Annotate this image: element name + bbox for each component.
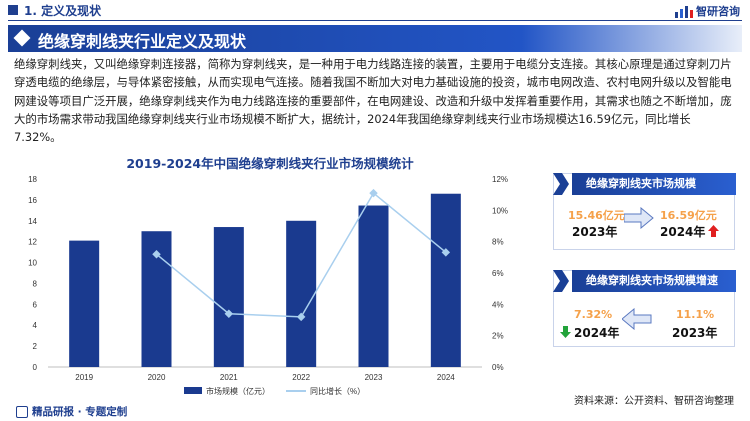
right-axis-tick-label: 6%: [492, 269, 504, 278]
left-axis-tick-label: 18: [28, 175, 37, 184]
x-axis-tick-label: 2019: [75, 373, 93, 382]
arrow-up-icon: [708, 225, 719, 237]
arrow-down-icon: [560, 326, 571, 338]
logo-text: 智研咨询: [696, 5, 740, 18]
x-axis-tick-label: 2021: [220, 373, 238, 382]
legend-bar-swatch: [184, 387, 202, 394]
market-scale-card-title: 绝缘穿刺线夹市场规模: [572, 173, 736, 195]
chart-title: 2019-2024年中国绝缘穿刺线夹行业市场规模统计: [126, 156, 414, 171]
growth-point: [152, 249, 161, 259]
scale-curr-value: 16.59亿元: [660, 209, 717, 222]
bar: [213, 227, 244, 367]
right-axis-tick-label: 10%: [492, 206, 508, 215]
right-axis-tick-label: 0%: [492, 363, 504, 372]
growth-point: [369, 188, 378, 198]
left-axis-tick-label: 6: [33, 300, 38, 309]
section-title: 1. 定义及现状: [24, 4, 102, 18]
left-axis-tick-label: 0: [33, 363, 38, 372]
growth-prev-value: 11.1%: [676, 308, 715, 321]
x-axis-tick-label: 2023: [365, 373, 383, 382]
arrow-right-icon: [624, 207, 654, 229]
growth-point: [224, 309, 234, 318]
chevron-right-icon: [553, 173, 569, 195]
scale-prev-value: 15.46亿元: [568, 209, 625, 222]
top-bar: 1. 定义及现状 智研咨询: [0, 0, 750, 22]
footer-left-text: 精品研报 · 专题定制: [32, 406, 128, 418]
left-axis-tick-label: 4: [33, 321, 38, 330]
page-title: 绝缘穿刺线夹行业定义及现状: [38, 32, 247, 51]
growth-rate-card: 绝缘穿刺线夹市场规模增速 7.32% 2024年 11.1% 2023年: [553, 270, 736, 347]
right-axis-tick-label: 12%: [492, 175, 508, 184]
bar: [286, 220, 317, 367]
growth-rate-card-title: 绝缘穿刺线夹市场规模增速: [572, 270, 736, 292]
report-icon: [16, 405, 28, 418]
growth-prev-year: 2023年: [672, 326, 718, 340]
x-axis-tick-label: 2022: [292, 373, 310, 382]
bar: [358, 205, 389, 367]
logo: 智研咨询: [675, 3, 740, 19]
market-scale-card: 绝缘穿刺线夹市场规模 15.46亿元 2023年 16.59亿元 2024年: [553, 173, 736, 250]
source-note: 资料来源：公开资料、智研咨询整理: [574, 396, 734, 407]
title-banner: 绝缘穿刺线夹行业定义及现状: [8, 25, 742, 52]
x-axis-tick-label: 2020: [148, 373, 166, 382]
right-axis-tick-label: 8%: [492, 238, 504, 247]
left-axis-tick-label: 14: [28, 217, 37, 226]
section-marker: [8, 5, 18, 15]
right-axis-tick-label: 4%: [492, 300, 504, 309]
arrow-left-icon: [622, 308, 652, 330]
market-size-chart: 0 2 4 6 8 10 12 14 16 18 0% 2% 4% 6% 8% 10% 12% 2019 2020 2…: [28, 175, 508, 396]
footer-bar: 精品研报 · 专题定制: [8, 401, 742, 421]
intro-paragraph: 绝缘穿刺线夹，又叫绝缘穿刺连接器，简称为穿刺线夹，是一种用于电力线路连接的装置，…: [14, 57, 732, 145]
growth-curr-value: 7.32%: [574, 308, 613, 321]
left-axis-tick-label: 16: [28, 196, 37, 205]
bar: [430, 193, 461, 367]
logo-icon: [675, 5, 693, 18]
chevron-right-icon: [553, 270, 569, 292]
left-axis-tick-label: 2: [33, 342, 38, 351]
growth-point: [296, 312, 306, 322]
scale-prev-year: 2023年: [572, 225, 618, 239]
x-axis-tick-label: 2024: [437, 373, 455, 382]
diamond-icon: [13, 29, 31, 47]
bar: [69, 240, 100, 367]
legend-line-label: 同比增长（%）: [310, 386, 365, 396]
right-axis-tick-label: 2%: [492, 332, 504, 341]
header-rule: [8, 20, 742, 21]
growth-curr-year: 2024年: [574, 326, 620, 340]
left-axis-tick-label: 10: [28, 259, 37, 268]
legend-bar-label: 市场规模（亿元）: [206, 386, 270, 396]
left-axis-tick-label: 8: [33, 279, 38, 288]
growth-point: [441, 248, 451, 257]
left-axis-tick-label: 12: [28, 238, 37, 247]
scale-curr-year: 2024年: [660, 225, 706, 239]
